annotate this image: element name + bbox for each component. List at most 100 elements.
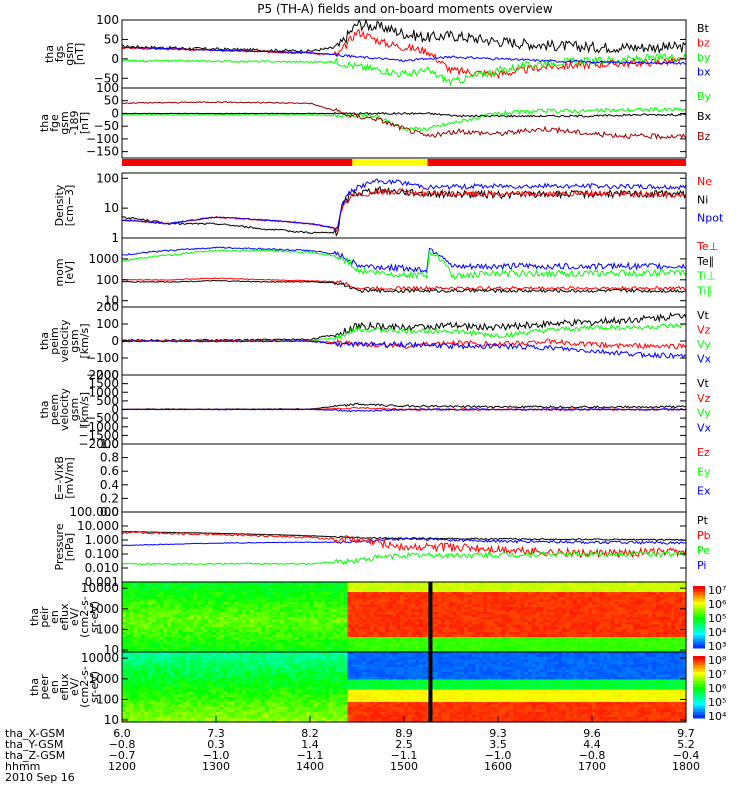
heatmap-cell <box>498 609 503 613</box>
heatmap-cell <box>475 634 480 638</box>
heatmap-cell <box>291 589 296 593</box>
heatmap-cell <box>415 634 420 638</box>
heatmap-cell <box>407 632 413 636</box>
heatmap-cell <box>279 587 285 591</box>
heatmap-cell <box>370 607 375 611</box>
heatmap-cell <box>419 604 424 608</box>
heatmap-cell <box>298 637 304 641</box>
heatmap-cell <box>328 609 334 613</box>
heatmap-cell <box>321 639 326 643</box>
heatmap-cell <box>373 619 379 623</box>
heatmap-cell <box>321 619 326 623</box>
heatmap-cell <box>137 622 142 626</box>
heatmap-cell <box>550 612 555 616</box>
heatmap-cell <box>355 609 360 613</box>
heatmap-cell <box>238 607 243 611</box>
heatmap-cell <box>122 614 127 618</box>
heatmap-cell <box>543 584 548 588</box>
heatmap-cell <box>140 642 146 646</box>
heatmap-cell <box>531 597 537 601</box>
heatmap-cell <box>501 609 507 613</box>
heatmap-cell <box>185 679 191 683</box>
heatmap-cell <box>287 627 292 631</box>
heatmap-cell <box>509 639 514 643</box>
heatmap-cell <box>509 592 514 596</box>
heatmap-cell <box>452 587 458 591</box>
heatmap-cell <box>216 647 221 651</box>
heatmap-cell <box>592 602 597 606</box>
heatmap-cell <box>456 602 461 606</box>
heatmap-cell <box>531 617 537 621</box>
heatmap-cell <box>163 717 168 721</box>
heatmap-cell <box>614 612 619 616</box>
heatmap-cell <box>607 587 612 591</box>
heatmap-cell <box>122 682 127 686</box>
heatmap-cell <box>343 599 349 603</box>
heatmap-cell <box>607 584 612 588</box>
heatmap-cell <box>584 587 589 591</box>
heatmap-cell <box>351 642 356 646</box>
heatmap-cell <box>174 672 179 676</box>
legend-label: Ex <box>697 485 711 498</box>
heatmap-cell <box>362 612 367 616</box>
heatmap-cell <box>355 639 360 643</box>
heatmap-cell <box>200 594 206 598</box>
heatmap-cell <box>377 614 383 618</box>
heatmap-cell <box>546 589 552 593</box>
heatmap-cell <box>125 592 131 596</box>
heatmap-cell <box>655 619 661 623</box>
heatmap-cell <box>212 602 217 606</box>
heatmap-cell <box>558 612 563 616</box>
heatmap-cell <box>543 617 548 621</box>
heatmap-cell <box>588 642 593 646</box>
heatmap-cell <box>159 704 164 708</box>
heatmap-cell <box>592 647 597 651</box>
heatmap-cell <box>283 634 289 638</box>
heatmap-cell <box>633 624 638 628</box>
heatmap-cell <box>449 587 454 591</box>
heatmap-cell <box>655 629 661 633</box>
heatmap-cell <box>170 597 176 601</box>
heatmap-cell <box>546 617 552 621</box>
heatmap-cell <box>486 624 492 628</box>
heatmap-cell <box>460 582 465 586</box>
heatmap-cell <box>122 644 127 648</box>
heatmap-cell <box>588 609 593 613</box>
heatmap-cell <box>498 584 503 588</box>
heatmap-cell <box>298 607 304 611</box>
heatmap-cell <box>392 649 398 653</box>
heatmap-cell <box>385 637 390 641</box>
heatmap-cell <box>419 647 424 651</box>
legend-label: Vt <box>697 377 710 390</box>
heatmap-cell <box>325 597 330 601</box>
heatmap-cell <box>640 597 646 601</box>
heatmap-cell <box>479 582 484 586</box>
heatmap-cell <box>155 652 161 656</box>
heatmap-cell <box>622 592 627 596</box>
y-axis-label-line: [cm−3] <box>63 185 76 227</box>
heatmap-cell <box>159 617 164 621</box>
heatmap-cell <box>223 584 228 588</box>
heatmap-cell <box>152 699 157 703</box>
heatmap-cell <box>370 612 375 616</box>
heatmap-cell <box>437 602 443 606</box>
heatmap-cell <box>152 682 157 686</box>
heatmap-cell <box>373 607 379 611</box>
heatmap-cell <box>404 609 409 613</box>
heatmap-cell <box>340 604 345 608</box>
heatmap-cell <box>573 584 578 588</box>
heatmap-cell <box>505 594 510 598</box>
heatmap-cell <box>125 617 131 621</box>
heatmap-cell <box>249 607 255 611</box>
heatmap-cell <box>625 622 631 626</box>
heatmap-cell <box>584 634 589 638</box>
heatmap-cell <box>381 584 386 588</box>
heatmap-cell <box>182 659 187 663</box>
heatmap-cell <box>317 607 322 611</box>
heatmap-cell <box>159 657 164 661</box>
heatmap-cell <box>396 592 401 596</box>
heatmap-cell <box>249 599 255 603</box>
heatmap-cell <box>445 627 450 631</box>
heatmap-cell <box>351 602 356 606</box>
heatmap-cell <box>430 604 435 608</box>
